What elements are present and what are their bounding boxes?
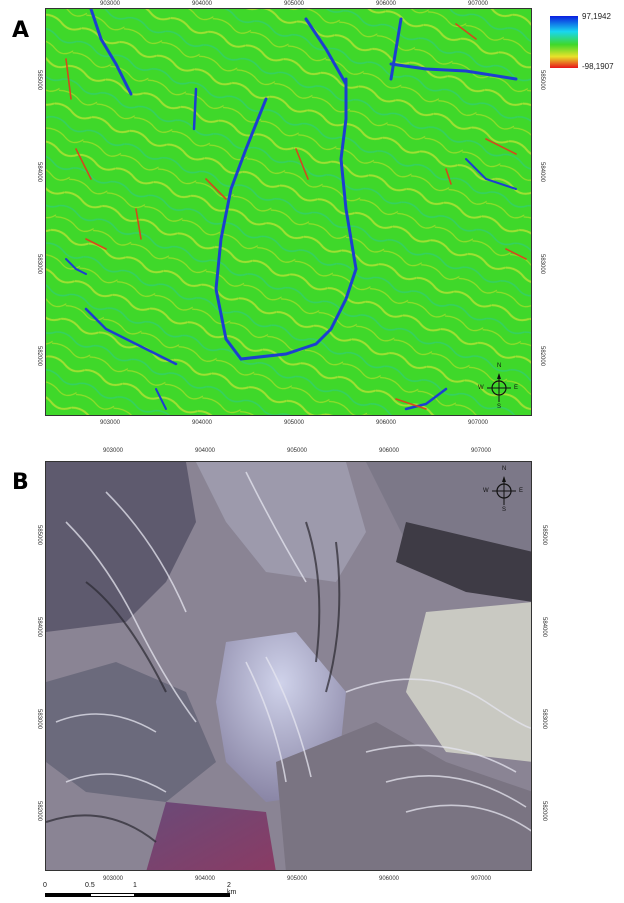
tick-right-a-3: 582000: [539, 346, 545, 367]
tick-right-a-1: 584000: [539, 162, 545, 183]
tick-bottom-a-3: 906000: [376, 420, 397, 426]
tick-right-b-0: 585000: [541, 525, 547, 546]
map-b-satellite-image[interactable]: [45, 461, 532, 871]
compass-icon: [487, 373, 511, 402]
tick-left-a-3: 582000: [36, 346, 42, 367]
tick-bottom-b-0: 903000: [103, 876, 124, 882]
tick-right-b-3: 582000: [541, 801, 547, 822]
tick-top-a-0: 903000: [100, 1, 121, 7]
tick-top-a-1: 904000: [192, 1, 213, 7]
satellite-b-canvas: [46, 462, 531, 870]
north-label: N: [497, 363, 502, 369]
south-label: S: [497, 404, 502, 410]
scale-seg-3: [135, 893, 230, 897]
scale-label-1: 1: [133, 882, 137, 889]
tick-top-a-3: 906000: [376, 1, 397, 7]
tick-top-a-2: 905000: [284, 1, 305, 7]
map-a-slope-raster[interactable]: [45, 8, 532, 416]
tick-top-b-1: 904000: [195, 448, 216, 454]
tick-right-a-2: 583000: [539, 254, 545, 275]
tick-right-b-1: 584000: [541, 617, 547, 638]
east-label: E: [519, 488, 524, 494]
west-label: W: [483, 488, 489, 494]
tick-left-b-1: 584000: [36, 617, 42, 638]
compass-icon: [492, 476, 516, 505]
north-arrow-b: N S W E: [483, 466, 523, 513]
east-label: E: [514, 385, 519, 391]
scale-label-0-5: 0.5: [85, 882, 95, 889]
panel-letter-b: B: [12, 470, 29, 495]
tick-top-b-2: 905000: [287, 448, 308, 454]
scale-bar: 0 0.5 1 2 km: [43, 882, 236, 899]
tick-left-a-2: 583000: [36, 254, 42, 275]
tick-top-a-4: 907000: [468, 1, 489, 7]
raster-a-canvas: [46, 9, 531, 415]
tick-bottom-b-2: 905000: [287, 876, 308, 882]
tick-bottom-b-4: 907000: [471, 876, 492, 882]
tick-bottom-b-3: 906000: [379, 876, 400, 882]
north-arrow-a: N S W E: [478, 363, 518, 410]
tick-top-b-3: 906000: [379, 448, 400, 454]
scale-seg-1: [45, 893, 90, 897]
tick-right-a-0: 585000: [539, 70, 545, 91]
legend-color-ramp: [550, 16, 578, 68]
tick-left-b-0: 585000: [36, 525, 42, 546]
scale-label-2km: 2 km: [227, 882, 237, 896]
south-label: S: [502, 507, 507, 513]
tick-left-b-2: 583000: [36, 709, 42, 730]
tick-bottom-b-1: 904000: [195, 876, 216, 882]
tick-bottom-a-2: 905000: [284, 420, 305, 426]
tick-left-a-1: 584000: [36, 162, 42, 183]
tick-bottom-a-0: 903000: [100, 420, 121, 426]
scale-seg-2: [90, 893, 135, 897]
tick-top-b-4: 907000: [471, 448, 492, 454]
tick-right-b-2: 583000: [541, 709, 547, 730]
scale-label-0: 0: [43, 882, 47, 889]
panel-letter-a: A: [12, 18, 30, 43]
west-label: W: [478, 385, 484, 391]
legend-min-label: -98,1907: [582, 62, 614, 71]
tick-left-a-0: 585000: [36, 70, 42, 91]
tick-bottom-a-4: 907000: [468, 420, 489, 426]
legend-max-label: 97,1942: [582, 12, 611, 21]
tick-bottom-a-1: 904000: [192, 420, 213, 426]
tick-left-b-3: 582000: [36, 801, 42, 822]
north-label: N: [502, 466, 507, 472]
tick-top-b-0: 903000: [103, 448, 124, 454]
